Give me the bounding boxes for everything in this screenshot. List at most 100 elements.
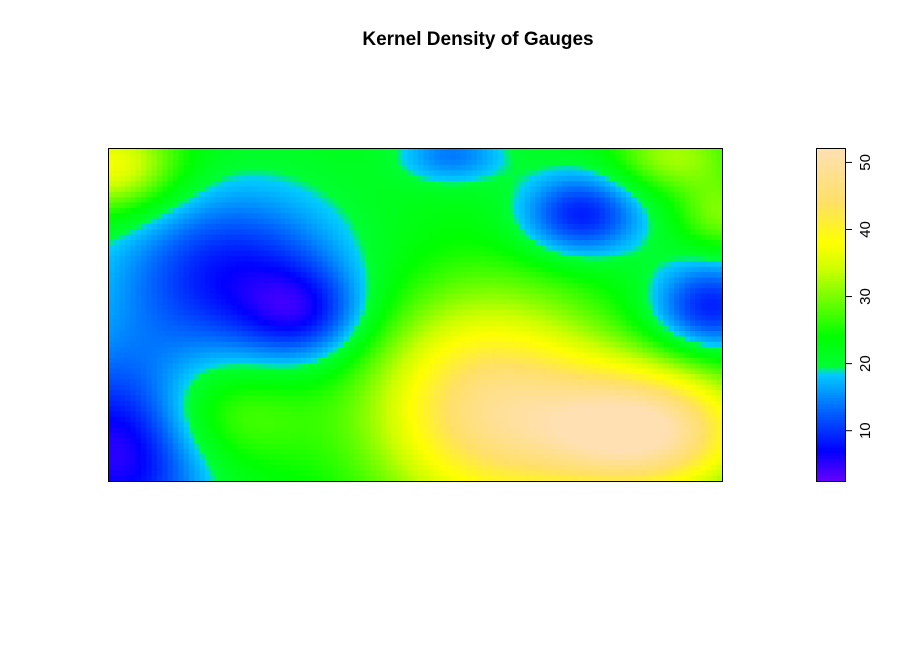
heatmap-cell: [135, 229, 142, 236]
heatmap-cell: [455, 352, 462, 359]
heatmap-cell: [322, 315, 329, 321]
heatmap-cell: [183, 336, 190, 343]
heatmap-cell: [690, 288, 696, 295]
heatmap-cell: [418, 315, 425, 321]
heatmap-cell: [194, 240, 201, 246]
heatmap-cell: [498, 352, 505, 359]
heatmap-cell: [391, 229, 398, 236]
heatmap-cell: [674, 261, 680, 268]
heatmap-cell: [615, 363, 622, 370]
heatmap-cell: [578, 202, 585, 209]
heatmap-cell: [220, 261, 227, 268]
heatmap-cell: [556, 181, 563, 188]
heatmap-cell: [599, 245, 606, 252]
heatmap-cell: [492, 234, 499, 241]
heatmap-cell: [503, 373, 510, 380]
heatmap-cell: [658, 298, 664, 305]
heatmap-cell: [284, 277, 291, 284]
heatmap-cell: [636, 223, 643, 230]
heatmap-cell: [124, 229, 131, 236]
heatmap-cell: [711, 234, 718, 241]
heatmap-cell: [162, 320, 169, 327]
heatmap-cell: [156, 165, 163, 172]
heatmap-cell: [556, 149, 563, 155]
heatmap-cell: [498, 165, 505, 172]
heatmap-cell: [519, 207, 526, 214]
heatmap-cell: [455, 186, 462, 193]
heatmap-cell: [124, 159, 131, 166]
heatmap-cell: [338, 363, 345, 370]
heatmap-cell: [679, 191, 686, 198]
heatmap-cell: [316, 357, 323, 364]
heatmap-cell: [172, 245, 179, 252]
heatmap-cell: [391, 218, 398, 225]
heatmap-cell: [268, 234, 275, 241]
heatmap-cell: [396, 288, 403, 295]
heatmap-cell: [450, 149, 457, 155]
heatmap-cell: [626, 197, 632, 204]
heatmap-cell: [711, 277, 718, 284]
heatmap-cell: [706, 149, 712, 155]
heatmap-cell: [418, 256, 425, 263]
heatmap-cell: [487, 197, 494, 204]
heatmap-cell: [364, 202, 371, 209]
heatmap-cell: [471, 165, 478, 172]
heatmap-cell: [460, 191, 467, 198]
heatmap-cell: [562, 218, 569, 225]
heatmap-cell: [178, 368, 185, 375]
heatmap-cell: [679, 368, 686, 375]
heatmap-cell: [284, 207, 291, 214]
heatmap-cell: [476, 288, 483, 295]
heatmap-cell: [311, 341, 318, 348]
heatmap-cell: [114, 347, 121, 354]
heatmap-cell: [311, 191, 318, 198]
heatmap-cell: [231, 298, 238, 305]
heatmap-cell: [652, 363, 659, 370]
heatmap-cell: [636, 154, 643, 161]
heatmap-cell: [482, 331, 489, 338]
heatmap-cell: [338, 256, 345, 263]
heatmap-cell: [679, 266, 686, 273]
heatmap-cell: [375, 277, 382, 284]
heatmap-cell: [247, 368, 254, 375]
heatmap-cell: [642, 368, 648, 375]
heatmap-cell: [242, 191, 249, 198]
heatmap-cell: [316, 191, 323, 198]
heatmap-cell: [247, 379, 254, 386]
heatmap-cell: [599, 197, 606, 204]
heatmap-cell: [679, 352, 686, 359]
heatmap-cell: [348, 331, 355, 338]
heatmap-cell: [503, 341, 510, 348]
heatmap-cell: [343, 223, 350, 230]
heatmap-cell: [423, 213, 430, 220]
heatmap-cell: [380, 347, 387, 354]
heatmap-cell: [487, 186, 494, 193]
heatmap-cell: [578, 341, 585, 348]
heatmap-cell: [674, 368, 680, 375]
heatmap-cell: [620, 293, 627, 300]
heatmap-cell: [156, 261, 163, 268]
heatmap-cell: [690, 175, 696, 182]
heatmap-cell: [279, 363, 286, 370]
heatmap-cell: [471, 223, 478, 230]
heatmap-cell: [354, 352, 361, 359]
heatmap-cell: [370, 234, 377, 241]
heatmap-cell: [274, 218, 281, 225]
heatmap-cell: [114, 266, 121, 273]
heatmap-cell: [572, 352, 579, 359]
heatmap-cell: [514, 202, 521, 209]
heatmap-cell: [290, 336, 297, 343]
heatmap-cell: [322, 261, 329, 268]
heatmap-cell: [476, 309, 483, 316]
heatmap-cell: [716, 175, 723, 182]
heatmap-cell: [487, 293, 494, 300]
heatmap-cell: [572, 175, 579, 182]
heatmap-cell: [482, 245, 489, 252]
heatmap-cell: [466, 197, 473, 204]
heatmap-cell: [615, 320, 622, 327]
heatmap-cell: [167, 331, 174, 338]
heatmap-cell: [178, 266, 185, 273]
heatmap-cell: [354, 336, 361, 343]
heatmap-cell: [604, 368, 611, 375]
heatmap-cell: [162, 379, 169, 386]
